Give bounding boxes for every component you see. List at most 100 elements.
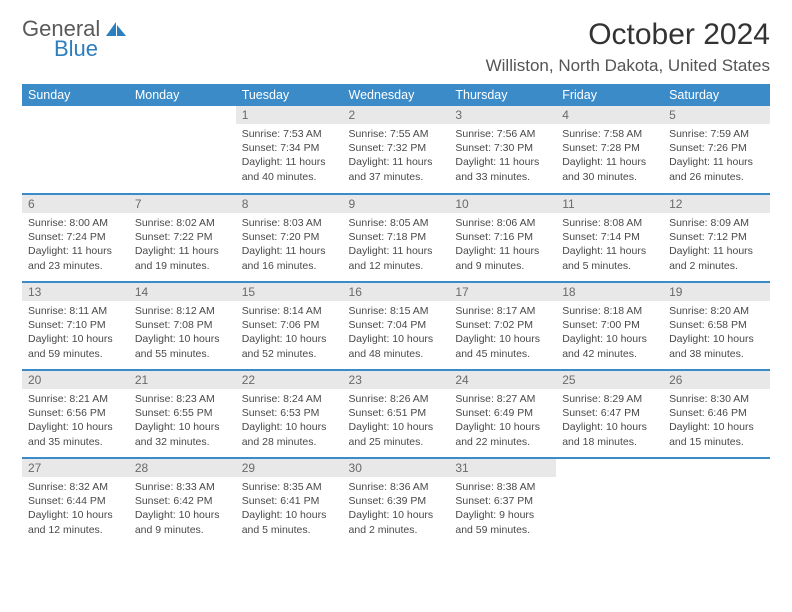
sunset-text: Sunset: 7:34 PM xyxy=(242,141,337,155)
daylight-text: Daylight: 10 hours and 48 minutes. xyxy=(349,332,444,360)
day-content: Sunrise: 8:08 AMSunset: 7:14 PMDaylight:… xyxy=(556,213,663,279)
sunset-text: Sunset: 6:37 PM xyxy=(455,494,550,508)
day-number: 28 xyxy=(129,459,236,477)
calendar-cell: 8Sunrise: 8:03 AMSunset: 7:20 PMDaylight… xyxy=(236,194,343,282)
sunrise-text: Sunrise: 8:06 AM xyxy=(455,216,550,230)
day-content: Sunrise: 8:12 AMSunset: 7:08 PMDaylight:… xyxy=(129,301,236,367)
daylight-text: Daylight: 10 hours and 28 minutes. xyxy=(242,420,337,448)
day-number: 2 xyxy=(343,106,450,124)
calendar-cell xyxy=(129,106,236,194)
sunrise-text: Sunrise: 8:32 AM xyxy=(28,480,123,494)
day-number: 21 xyxy=(129,371,236,389)
daylight-text: Daylight: 10 hours and 35 minutes. xyxy=(28,420,123,448)
calendar-cell: 3Sunrise: 7:56 AMSunset: 7:30 PMDaylight… xyxy=(449,106,556,194)
day-content: Sunrise: 8:17 AMSunset: 7:02 PMDaylight:… xyxy=(449,301,556,367)
day-number: 25 xyxy=(556,371,663,389)
day-content: Sunrise: 8:27 AMSunset: 6:49 PMDaylight:… xyxy=(449,389,556,455)
daylight-text: Daylight: 10 hours and 45 minutes. xyxy=(455,332,550,360)
day-header-row: SundayMondayTuesdayWednesdayThursdayFrid… xyxy=(22,84,770,106)
calendar-cell: 25Sunrise: 8:29 AMSunset: 6:47 PMDayligh… xyxy=(556,370,663,458)
day-number: 20 xyxy=(22,371,129,389)
sunset-text: Sunset: 7:10 PM xyxy=(28,318,123,332)
calendar-cell: 17Sunrise: 8:17 AMSunset: 7:02 PMDayligh… xyxy=(449,282,556,370)
day-content: Sunrise: 8:24 AMSunset: 6:53 PMDaylight:… xyxy=(236,389,343,455)
day-number: 9 xyxy=(343,195,450,213)
day-number: 12 xyxy=(663,195,770,213)
calendar-body: 1Sunrise: 7:53 AMSunset: 7:34 PMDaylight… xyxy=(22,106,770,546)
sunrise-text: Sunrise: 8:30 AM xyxy=(669,392,764,406)
daylight-text: Daylight: 11 hours and 5 minutes. xyxy=(562,244,657,272)
calendar-cell: 23Sunrise: 8:26 AMSunset: 6:51 PMDayligh… xyxy=(343,370,450,458)
day-content: Sunrise: 8:11 AMSunset: 7:10 PMDaylight:… xyxy=(22,301,129,367)
page-header: General Blue October 2024 Williston, Nor… xyxy=(22,18,770,76)
daylight-text: Daylight: 10 hours and 5 minutes. xyxy=(242,508,337,536)
day-header: Monday xyxy=(129,84,236,106)
logo: General Blue xyxy=(22,18,128,60)
sunset-text: Sunset: 7:12 PM xyxy=(669,230,764,244)
daylight-text: Daylight: 11 hours and 9 minutes. xyxy=(455,244,550,272)
calendar-cell: 11Sunrise: 8:08 AMSunset: 7:14 PMDayligh… xyxy=(556,194,663,282)
daylight-text: Daylight: 10 hours and 42 minutes. xyxy=(562,332,657,360)
sunset-text: Sunset: 7:32 PM xyxy=(349,141,444,155)
daylight-text: Daylight: 10 hours and 22 minutes. xyxy=(455,420,550,448)
sunset-text: Sunset: 7:22 PM xyxy=(135,230,230,244)
calendar-week: 1Sunrise: 7:53 AMSunset: 7:34 PMDaylight… xyxy=(22,106,770,194)
day-content: Sunrise: 8:03 AMSunset: 7:20 PMDaylight:… xyxy=(236,213,343,279)
sunset-text: Sunset: 7:28 PM xyxy=(562,141,657,155)
day-content: Sunrise: 7:55 AMSunset: 7:32 PMDaylight:… xyxy=(343,124,450,190)
calendar-cell: 27Sunrise: 8:32 AMSunset: 6:44 PMDayligh… xyxy=(22,458,129,546)
daylight-text: Daylight: 11 hours and 12 minutes. xyxy=(349,244,444,272)
day-number: 27 xyxy=(22,459,129,477)
location-text: Williston, North Dakota, United States xyxy=(486,56,770,76)
day-content: Sunrise: 8:33 AMSunset: 6:42 PMDaylight:… xyxy=(129,477,236,543)
title-area: October 2024 Williston, North Dakota, Un… xyxy=(486,18,770,76)
day-number: 6 xyxy=(22,195,129,213)
calendar-cell: 4Sunrise: 7:58 AMSunset: 7:28 PMDaylight… xyxy=(556,106,663,194)
calendar-week: 20Sunrise: 8:21 AMSunset: 6:56 PMDayligh… xyxy=(22,370,770,458)
sunset-text: Sunset: 7:30 PM xyxy=(455,141,550,155)
day-content: Sunrise: 8:14 AMSunset: 7:06 PMDaylight:… xyxy=(236,301,343,367)
day-header: Wednesday xyxy=(343,84,450,106)
calendar-cell xyxy=(556,458,663,546)
day-content: Sunrise: 7:59 AMSunset: 7:26 PMDaylight:… xyxy=(663,124,770,190)
daylight-text: Daylight: 10 hours and 12 minutes. xyxy=(28,508,123,536)
sunrise-text: Sunrise: 7:58 AM xyxy=(562,127,657,141)
day-number: 19 xyxy=(663,283,770,301)
calendar-cell: 13Sunrise: 8:11 AMSunset: 7:10 PMDayligh… xyxy=(22,282,129,370)
day-content: Sunrise: 8:18 AMSunset: 7:00 PMDaylight:… xyxy=(556,301,663,367)
daylight-text: Daylight: 11 hours and 19 minutes. xyxy=(135,244,230,272)
logo-sail-icon xyxy=(104,20,128,38)
daylight-text: Daylight: 11 hours and 16 minutes. xyxy=(242,244,337,272)
calendar-cell: 14Sunrise: 8:12 AMSunset: 7:08 PMDayligh… xyxy=(129,282,236,370)
day-number: 30 xyxy=(343,459,450,477)
day-number: 29 xyxy=(236,459,343,477)
calendar-cell: 20Sunrise: 8:21 AMSunset: 6:56 PMDayligh… xyxy=(22,370,129,458)
day-number: 14 xyxy=(129,283,236,301)
daylight-text: Daylight: 10 hours and 2 minutes. xyxy=(349,508,444,536)
logo-blue-text: Blue xyxy=(54,38,98,60)
day-content: Sunrise: 8:35 AMSunset: 6:41 PMDaylight:… xyxy=(236,477,343,543)
calendar-cell: 1Sunrise: 7:53 AMSunset: 7:34 PMDaylight… xyxy=(236,106,343,194)
daylight-text: Daylight: 10 hours and 32 minutes. xyxy=(135,420,230,448)
day-number: 3 xyxy=(449,106,556,124)
day-number: 8 xyxy=(236,195,343,213)
sunset-text: Sunset: 6:44 PM xyxy=(28,494,123,508)
daylight-text: Daylight: 10 hours and 38 minutes. xyxy=(669,332,764,360)
daylight-text: Daylight: 11 hours and 2 minutes. xyxy=(669,244,764,272)
sunset-text: Sunset: 6:49 PM xyxy=(455,406,550,420)
daylight-text: Daylight: 11 hours and 33 minutes. xyxy=(455,155,550,183)
sunrise-text: Sunrise: 8:20 AM xyxy=(669,304,764,318)
day-content: Sunrise: 8:32 AMSunset: 6:44 PMDaylight:… xyxy=(22,477,129,543)
daylight-text: Daylight: 11 hours and 37 minutes. xyxy=(349,155,444,183)
day-content: Sunrise: 8:06 AMSunset: 7:16 PMDaylight:… xyxy=(449,213,556,279)
daylight-text: Daylight: 10 hours and 59 minutes. xyxy=(28,332,123,360)
day-number: 26 xyxy=(663,371,770,389)
day-number: 1 xyxy=(236,106,343,124)
day-number: 24 xyxy=(449,371,556,389)
calendar-cell: 16Sunrise: 8:15 AMSunset: 7:04 PMDayligh… xyxy=(343,282,450,370)
sunrise-text: Sunrise: 8:35 AM xyxy=(242,480,337,494)
sunset-text: Sunset: 6:42 PM xyxy=(135,494,230,508)
sunset-text: Sunset: 6:58 PM xyxy=(669,318,764,332)
sunset-text: Sunset: 7:04 PM xyxy=(349,318,444,332)
daylight-text: Daylight: 10 hours and 15 minutes. xyxy=(669,420,764,448)
